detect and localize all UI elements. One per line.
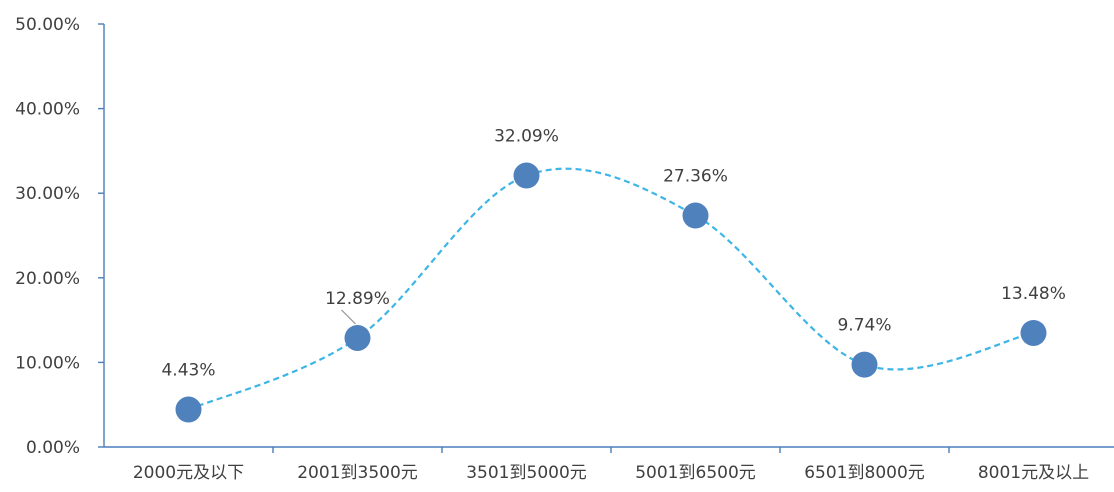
y-tick-label: 0.00% bbox=[26, 438, 80, 458]
data-label: 4.43% bbox=[161, 361, 215, 381]
x-tick-label: 3501到5000元 bbox=[466, 463, 587, 483]
y-tick-label: 20.00% bbox=[15, 269, 80, 289]
data-point-marker bbox=[1020, 319, 1047, 346]
y-tick-label: 40.00% bbox=[15, 100, 80, 120]
y-tick-label: 30.00% bbox=[15, 184, 80, 204]
x-tick-label: 8001元及以上 bbox=[978, 463, 1089, 483]
x-tick-label: 6501到8000元 bbox=[804, 463, 925, 483]
data-point-marker bbox=[344, 324, 371, 351]
data-label: 13.48% bbox=[1001, 284, 1066, 304]
series-line-group bbox=[188, 167, 1034, 411]
data-point-marker bbox=[682, 202, 709, 229]
data-label: 12.89% bbox=[325, 289, 390, 309]
x-tick-label: 5001到6500元 bbox=[635, 463, 756, 483]
data-labels: 4.43% 12.89% 32.09% 27.36% 9.74% 13.48% bbox=[161, 127, 1065, 381]
data-label: 27.36% bbox=[663, 167, 728, 187]
y-tick-label: 50.00% bbox=[15, 15, 80, 35]
y-tick-label: 10.00% bbox=[15, 353, 80, 373]
x-tick-label: 2001到3500元 bbox=[297, 463, 418, 483]
markers bbox=[175, 162, 1047, 423]
data-point-marker bbox=[513, 162, 540, 189]
data-point-marker bbox=[851, 351, 878, 378]
series-line bbox=[188, 167, 1034, 411]
data-label-leader-line bbox=[341, 309, 356, 325]
data-label: 32.09% bbox=[494, 127, 559, 147]
axes: 0.00% 10.00% 20.00% 30.00% 40.00% 50.00% 2000元… bbox=[15, 15, 1114, 483]
data-label: 9.74% bbox=[837, 316, 891, 336]
data-point-marker bbox=[175, 396, 202, 423]
x-tick-label: 2000元及以下 bbox=[133, 463, 244, 483]
